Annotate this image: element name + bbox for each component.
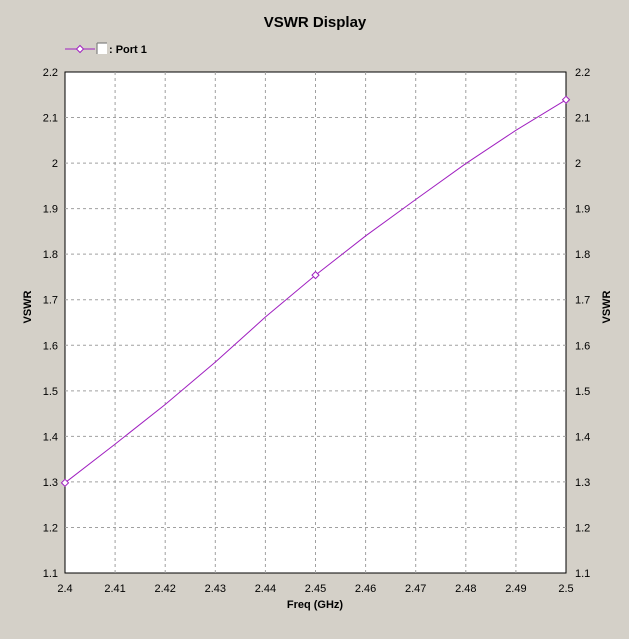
x-tick-labels: 2.4 2.41 2.42 2.43 2.44 2.45 2.46 2.47 2.48 2.49 2… bbox=[57, 583, 573, 595]
y-tick-label-right: 1.7 bbox=[575, 295, 590, 307]
y-tick-label-left: 1.1 bbox=[43, 568, 58, 580]
y-axis-label-left: VSWR bbox=[22, 290, 34, 323]
y-tick-label-right: 1.3 bbox=[575, 477, 590, 489]
x-tick-label: 2.46 bbox=[355, 583, 376, 595]
y-tick-label-right: 1.6 bbox=[575, 340, 590, 352]
y-tick-label-left: 1.2 bbox=[43, 522, 58, 534]
x-tick-label: 2.5 bbox=[558, 583, 573, 595]
data-point-marker bbox=[311, 270, 320, 280]
y-tick-label-right: 2.2 bbox=[575, 67, 590, 79]
legend-label-port-1: : Port 1 bbox=[109, 44, 147, 56]
y-axis-label-right: VSWR bbox=[601, 290, 613, 323]
legend-checkbox[interactable] bbox=[96, 42, 107, 54]
y-tick-label-right: 1.4 bbox=[575, 431, 590, 443]
y-tick-label-left: 1.3 bbox=[43, 477, 58, 489]
legend: : Port 1 bbox=[65, 42, 147, 56]
y-tick-label-left: 2 bbox=[52, 158, 58, 170]
x-tick-label: 2.42 bbox=[154, 583, 175, 595]
legend-marker-port-1 bbox=[75, 44, 85, 54]
y-tick-label-left: 1.4 bbox=[43, 431, 58, 443]
y-tick-label-right: 2.1 bbox=[575, 113, 590, 125]
y-tick-label-left: 1.6 bbox=[43, 340, 58, 352]
y-tick-label-left: 1.8 bbox=[43, 249, 58, 261]
y-tick-label-right: 1.9 bbox=[575, 204, 590, 216]
y-tick-label-left: 1.5 bbox=[43, 386, 58, 398]
x-tick-label: 2.48 bbox=[455, 583, 476, 595]
y-tick-labels: 1.1 1.1 1.2 1.2 1.3 1.3 1.4 1.4 1.5 1.5 1.6 1.6 1.7 1… bbox=[43, 67, 591, 580]
data-point-marker bbox=[561, 95, 571, 104]
y-tick-label-right: 1.1 bbox=[575, 568, 590, 580]
x-tick-label: 2.45 bbox=[305, 583, 326, 595]
data-point-marker bbox=[60, 478, 70, 488]
y-tick-label-right: 1.2 bbox=[575, 522, 590, 534]
x-tick-label: 2.47 bbox=[405, 583, 426, 595]
x-axis-label: Freq (GHz) bbox=[287, 599, 344, 611]
x-tick-label: 2.44 bbox=[255, 583, 276, 595]
y-tick-label-left: 2.1 bbox=[43, 113, 58, 125]
y-tick-label-left: 1.7 bbox=[43, 295, 58, 307]
y-tick-label-right: 1.8 bbox=[575, 249, 590, 261]
y-tick-label-left: 2.2 bbox=[43, 67, 58, 79]
y-tick-label-right: 2 bbox=[575, 158, 581, 170]
chart-title: VSWR Display bbox=[264, 14, 367, 31]
y-tick-label-left: 1.9 bbox=[43, 204, 58, 216]
plot-area bbox=[64, 71, 567, 574]
y-tick-label-right: 1.5 bbox=[575, 386, 590, 398]
x-tick-label: 2.49 bbox=[505, 583, 526, 595]
x-tick-label: 2.41 bbox=[104, 583, 125, 595]
x-tick-label: 2.4 bbox=[57, 583, 72, 595]
x-tick-label: 2.43 bbox=[205, 583, 226, 595]
series-layer bbox=[60, 95, 571, 488]
